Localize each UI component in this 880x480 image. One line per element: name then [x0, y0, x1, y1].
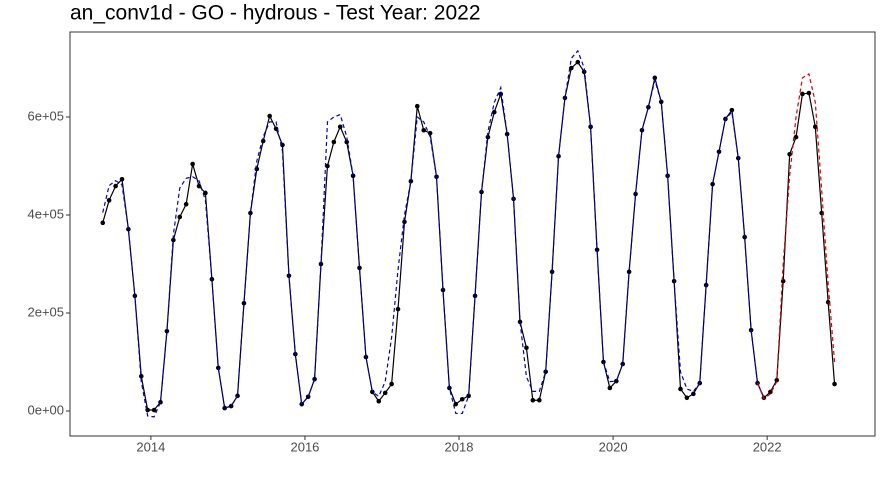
data-point: [774, 377, 780, 383]
data-point: [337, 124, 343, 130]
data-point: [633, 191, 638, 197]
y-tick-label: 2e+05: [27, 304, 64, 319]
data-point: [691, 391, 696, 397]
data-point: [164, 328, 170, 334]
data-point: [806, 90, 812, 96]
data-point: [569, 65, 574, 71]
data-point: [832, 381, 837, 387]
data-point: [171, 237, 176, 243]
data-point: [402, 219, 407, 225]
data-point: [241, 300, 247, 306]
data-point: [299, 401, 305, 407]
data-point: [793, 134, 799, 140]
x-tick-label: 2020: [599, 439, 628, 454]
data-point: [138, 373, 144, 379]
series-line: [102, 49, 765, 418]
x-tick-label: 2018: [445, 439, 474, 454]
data-point: [203, 190, 208, 196]
x-tick-label: 2022: [753, 439, 782, 454]
data-point: [196, 183, 202, 189]
data-point: [267, 113, 272, 119]
data-point: [376, 398, 382, 404]
data-point: [312, 376, 317, 382]
data-point: [716, 149, 722, 155]
data-point: [331, 139, 337, 145]
data-point: [800, 91, 805, 97]
data-point: [414, 103, 420, 109]
panel-border: [69, 31, 876, 437]
data-point: [453, 401, 459, 407]
x-tick-label: 2014: [136, 439, 165, 454]
data-point: [344, 139, 350, 145]
data-point: [408, 178, 414, 184]
data-point: [183, 201, 189, 207]
data-point: [466, 393, 471, 399]
data-point: [536, 397, 542, 403]
y-tick-label: 4e+05: [27, 206, 64, 221]
data-point: [389, 381, 394, 387]
data-point: [556, 153, 561, 159]
data-point: [678, 386, 683, 392]
data-point: [100, 220, 106, 226]
data-point: [652, 75, 658, 81]
data-point: [729, 107, 735, 113]
data-point: [530, 397, 536, 403]
data-point: [684, 395, 690, 401]
data-point: [492, 109, 497, 115]
data-point: [517, 319, 523, 325]
data-point: [222, 405, 227, 411]
data-point: [427, 130, 433, 136]
data-point: [158, 399, 163, 405]
y-tick-label: 6e+05: [27, 108, 64, 123]
data-point: [459, 396, 465, 402]
data-point: [325, 163, 330, 169]
series-line: [756, 72, 836, 400]
data-point: [614, 378, 619, 384]
data-point: [742, 234, 747, 240]
data-point: [780, 278, 786, 284]
data-point: [626, 269, 632, 275]
chart-title: an_conv1d - GO - hydrous - Test Year: 20…: [70, 2, 481, 25]
data-point: [106, 198, 112, 203]
data-point: [710, 181, 715, 187]
data-point: [126, 226, 131, 232]
data-point: [607, 385, 613, 391]
data-point: [421, 127, 427, 133]
data-point: [248, 210, 253, 216]
data-point: [151, 407, 157, 413]
data-point: [543, 369, 548, 375]
data-point: [177, 214, 183, 220]
data-point: [787, 151, 792, 157]
data-point: [254, 166, 260, 172]
data-point: [395, 306, 401, 312]
data-point: [305, 394, 311, 400]
data-point: [812, 124, 818, 130]
data-point: [119, 176, 125, 182]
data-point: [524, 345, 529, 351]
data-point: [190, 161, 195, 167]
data-point: [658, 99, 664, 105]
data-point: [485, 134, 491, 140]
data-point: [382, 390, 388, 396]
x-tick-label: 2016: [290, 439, 319, 454]
data-point: [113, 183, 118, 189]
data-point: [575, 59, 581, 65]
data-point: [357, 265, 362, 271]
y-tick-label: 0e+00: [27, 402, 64, 417]
